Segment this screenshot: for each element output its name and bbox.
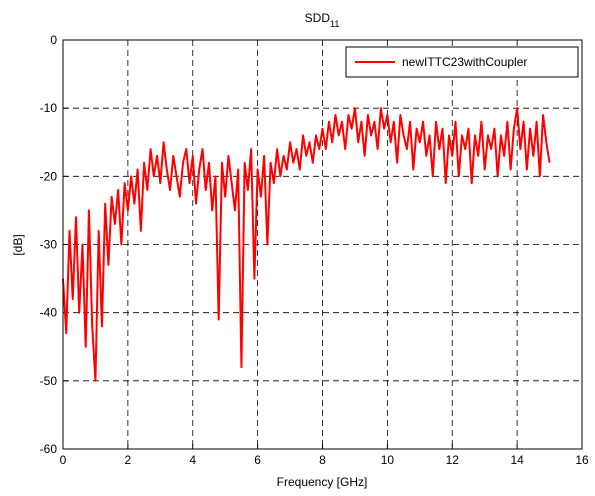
y-tick-label: -30 (40, 238, 58, 252)
chart-title: SDD11 (305, 11, 340, 29)
legend: newITTC23withCoupler (345, 46, 579, 78)
x-tick-label: 10 (381, 453, 395, 467)
x-axis-label: Frequency [GHz] (277, 475, 368, 489)
y-tick-label: -40 (40, 306, 58, 320)
x-tick-label: 6 (254, 453, 261, 467)
y-tick-label: -20 (40, 169, 58, 183)
y-axis-label: [dB] (11, 234, 25, 255)
y-tick-label: 0 (50, 33, 57, 47)
x-tick-label: 8 (319, 453, 326, 467)
title-text: SDD (305, 11, 331, 25)
plot-frame (62, 39, 583, 450)
x-tick-label: 4 (189, 453, 196, 467)
x-tick-label: 2 (125, 453, 132, 467)
x-tick-label: 16 (575, 453, 589, 467)
x-tick-label: 14 (510, 453, 524, 467)
y-tick-label: -10 (40, 101, 58, 115)
data-line (62, 107, 551, 382)
y-tick-label: -60 (40, 442, 58, 456)
x-tick-label: 12 (446, 453, 460, 467)
x-tick-label: 0 (60, 453, 67, 467)
y-tick-label: -50 (40, 374, 58, 388)
title-subscript: 11 (330, 19, 339, 29)
legend-label: newITTC23withCoupler (402, 55, 527, 69)
